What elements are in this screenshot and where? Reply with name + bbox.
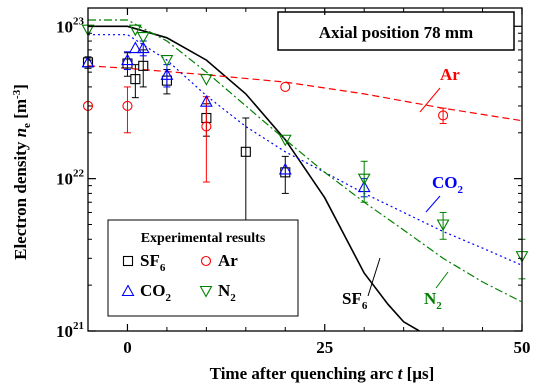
title-box: Axial position 78 mm — [277, 11, 515, 51]
data-point — [199, 95, 213, 107]
legend-label: SF6 — [140, 251, 166, 274]
data-point — [121, 53, 134, 66]
data-point — [122, 100, 133, 111]
fit-curve-co2 — [88, 34, 522, 266]
x-tick-label: 50 — [514, 338, 531, 357]
data-point — [280, 81, 291, 92]
data-point — [128, 24, 142, 37]
data-point — [136, 41, 150, 54]
legend-marker — [200, 255, 212, 267]
y-tick-label: 1021 — [56, 320, 84, 341]
data-point — [278, 134, 292, 147]
label-leader — [425, 195, 441, 213]
fit-curve-labels: SF6 Ar CO2 N2 — [342, 65, 464, 312]
legend-title: Experimental results — [141, 231, 266, 246]
legend-item-sf6: SF6 — [122, 251, 166, 274]
y-axis-label: Electron density ne [m-3] — [11, 84, 33, 260]
chart-title: Axial position 78 mm — [319, 23, 473, 42]
data-point — [436, 219, 450, 232]
legend-item-ar: Ar — [200, 251, 238, 270]
data-point — [138, 60, 149, 71]
curve-label-co2: CO2 — [432, 173, 464, 196]
y-tick-label: 1022 — [56, 168, 85, 189]
curve-label-sf6: SF6 — [342, 289, 368, 312]
legend-label: N2 — [218, 281, 236, 304]
data-point — [438, 110, 449, 121]
label-leader — [435, 271, 449, 289]
data-point — [130, 74, 141, 85]
series-sf6 — [82, 49, 291, 226]
legend-marker — [121, 284, 135, 297]
label-leader — [419, 87, 441, 113]
data-point — [160, 68, 174, 80]
data-point — [136, 31, 150, 44]
label-leader — [367, 257, 381, 297]
legend: Experimental results SF6 Ar CO2 N2 — [107, 219, 299, 317]
x-axis-label: Time after quenching arc t [µs] — [210, 364, 435, 383]
legend-label: Ar — [218, 251, 238, 270]
data-point — [357, 173, 371, 186]
legend-marker — [199, 285, 213, 298]
axes: 0 25 50 1021 1022 1023 — [56, 7, 531, 357]
y-tick-label: 1023 — [56, 15, 85, 36]
data-point — [128, 41, 142, 54]
data-point — [201, 121, 212, 132]
legend-label: CO2 — [140, 281, 172, 304]
legend-item-co2: CO2 — [121, 281, 172, 304]
x-tick-label: 25 — [316, 338, 333, 357]
data-point — [240, 146, 251, 157]
data-point — [199, 74, 213, 86]
data-point — [278, 162, 292, 175]
curve-label-n2: N2 — [424, 289, 442, 312]
plot-frame — [87, 7, 523, 332]
x-tick-label: 0 — [123, 338, 132, 357]
legend-item-n2: N2 — [199, 281, 236, 304]
data-point — [160, 55, 174, 67]
curve-label-ar: Ar — [440, 65, 460, 84]
fit-curve-n2 — [88, 19, 522, 303]
legend-marker — [122, 255, 134, 267]
